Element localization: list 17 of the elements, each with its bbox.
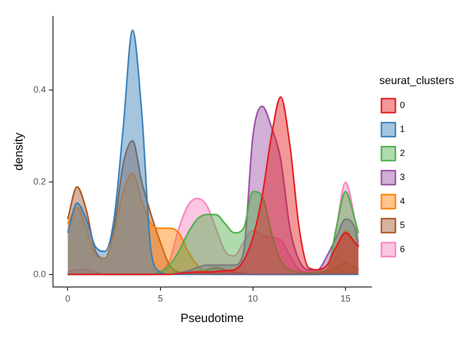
y-tick-label: 0.0	[33, 268, 46, 279]
y-tick-label: 0.2	[33, 176, 46, 187]
x-tick-label: 5	[158, 294, 163, 304]
legend-label: 1	[400, 124, 405, 134]
legend-label: 4	[400, 196, 405, 206]
legend-label: 3	[400, 172, 405, 182]
legend-label: 6	[400, 244, 405, 254]
x-tick-label: 15	[340, 294, 350, 304]
y-tick-label: 0.4	[33, 84, 46, 95]
legend-label: 2	[400, 148, 405, 158]
x-tick-label: 10	[248, 294, 258, 304]
x-tick-label: 0	[65, 294, 70, 304]
x-axis-title: Pseudotime	[180, 311, 244, 326]
legend-label: 0	[400, 100, 405, 110]
y-axis-title: density	[12, 132, 26, 171]
legend-title: seurat_clusters	[379, 74, 454, 87]
legend-label: 5	[400, 220, 405, 230]
